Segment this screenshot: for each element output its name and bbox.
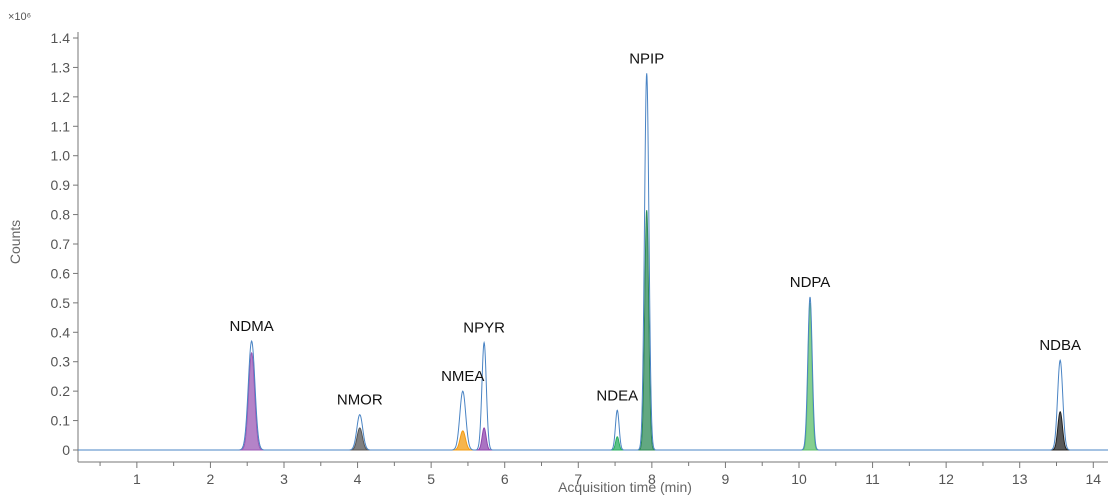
peak-fill-nmea [451,430,474,451]
y-axis: 0 0.1 0.2 0.3 0.4 0.5 0.6 0.7 0.8 0.9 1.0 1.1 1.2 1.3… [51,30,79,462]
peak-outline-npyr [475,340,493,451]
x-tick-label: 1 [133,471,141,487]
x-tick-label: 9 [722,471,730,487]
peak-label-ndpa: NDPA [790,274,831,291]
peak-labels: NDMA NMOR NMEA NPYR NDEA NPIP NDPA NDBA [230,50,1081,408]
y-tick-label: 1.0 [51,148,71,164]
y-tick-label: 1.2 [51,89,71,105]
peak-label-nmea: NMEA [441,368,484,385]
x-axis-title: Acquisition time (min) [558,479,692,495]
y-axis-title: Counts [7,220,23,264]
x-tick-label: 5 [427,471,435,487]
peak-fill-npyr [475,427,493,451]
x-tick-label: 13 [1012,471,1028,487]
y-tick-label: 0.3 [51,354,71,370]
y-tick-label: 0.4 [51,324,71,340]
peak-fill-ndba [1050,410,1070,451]
y-tick-label: 1.4 [51,30,71,46]
peak-label-ndba: NDBA [1039,337,1081,354]
y-tick-label: 0.9 [51,177,71,193]
y-tick-label: 0.5 [51,295,71,311]
peak-outline-ndpa [801,296,819,451]
peak-outline-nmea [450,390,475,451]
plot-series [78,73,1108,451]
y-tick-label: 0.7 [51,236,71,252]
y-tick-label: 0.6 [51,265,71,281]
peak-outline-nmor [347,414,372,451]
peak-outline-ndma [238,339,265,451]
peak-outline-npip [637,73,656,451]
x-tick-label: 12 [938,471,954,487]
y-tick-label: 0.2 [51,383,71,399]
x-tick-label: 2 [207,471,215,487]
x-tick-label: 6 [501,471,509,487]
peak-fill-ndma [239,351,265,451]
x-tick-label: 14 [1085,471,1101,487]
peak-label-ndma: NDMA [230,318,274,335]
x-tick-label: 11 [865,471,880,487]
x-axis: 1 2 3 4 5 6 7 8 9 10 11 12 13 14 [78,461,1108,487]
x-tick-label: 4 [354,471,362,487]
peak-label-nmor: NMOR [337,392,383,409]
y-multiplier-label: ×10⁶ [8,11,31,23]
peak-fill-npip [638,210,656,451]
peak-label-ndea: NDEA [596,387,638,404]
y-tick-label: 0.8 [51,207,71,223]
peak-fill-ndpa [801,302,819,451]
y-tick-label: 0 [62,442,70,458]
x-tick-label: 10 [791,471,807,487]
y-tick-label: 1.1 [51,118,71,134]
peak-fill-ndea [610,436,624,451]
y-tick-label: 1.3 [51,59,71,75]
peak-fill-nmor [348,427,371,451]
peak-outline-ndba [1049,358,1071,451]
x-tick-label: 3 [280,471,288,487]
peak-label-npip: NPIP [629,50,664,67]
y-tick-label: 0.1 [51,413,71,429]
x-tick-label: 8 [648,471,656,487]
peak-label-npyr: NPYR [463,320,505,337]
x-tick-label: 7 [574,471,582,487]
peak-outline-ndea [609,409,625,451]
